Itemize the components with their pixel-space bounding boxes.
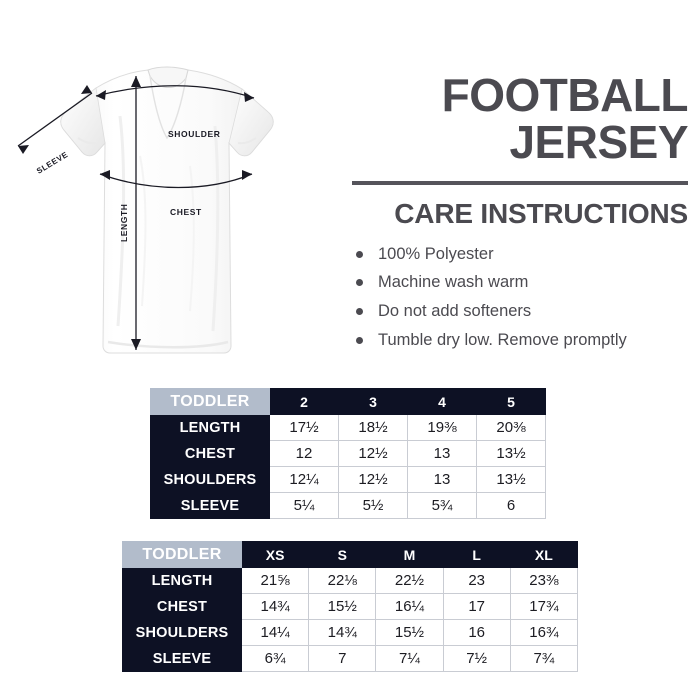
table-cell: 7¼	[375, 645, 444, 672]
table-corner-label: TODDLER	[122, 541, 242, 568]
column-header: XL	[509, 541, 579, 568]
care-instructions-list: 100% Polyester Machine wash warm Do not …	[352, 244, 688, 351]
column-header: S	[308, 541, 377, 568]
table-header-row: TODDLER XS S M L XL	[122, 541, 579, 568]
list-item: Do not add softeners	[352, 301, 688, 322]
table-cell: 22⅛	[308, 567, 377, 594]
table-row: SHOULDERS 14¼ 14¾ 15½ 16 16¾	[122, 619, 579, 646]
column-header: 4	[407, 388, 477, 415]
table-cell: 12¼	[269, 466, 339, 493]
table-cell: 13½	[476, 466, 546, 493]
length-measurement-label: LENGTH	[119, 203, 129, 242]
table-cell: 14¼	[240, 619, 310, 646]
row-header: LENGTH	[122, 567, 242, 594]
care-instructions-heading: CARE INSTRUCTIONS	[394, 197, 688, 229]
bullet-icon	[356, 279, 363, 287]
table-row: CHEST 12 12½ 13 13½	[150, 440, 546, 467]
table-row: SLEEVE 5¼ 5½ 5¾ 6	[150, 492, 546, 519]
size-chart-youth: TODDLER XS S M L XL LENGTH 21⅝ 22⅛ 22½ 2…	[122, 541, 579, 672]
bullet-icon	[356, 336, 363, 344]
table-cell: 5¾	[407, 492, 477, 519]
table-cell: 23	[442, 567, 511, 594]
row-header: LENGTH	[150, 414, 270, 441]
list-item: Tumble dry low. Remove promptly	[352, 330, 688, 351]
table-cell: 12	[269, 440, 339, 467]
table-row: SLEEVE 6¾ 7 7¼ 7½ 7¾	[122, 645, 579, 672]
table-cell: 17½	[269, 414, 339, 441]
table-cell: 7¾	[509, 645, 579, 672]
table-cell: 6¾	[240, 645, 310, 672]
table-cell: 17¾	[509, 593, 579, 620]
table-cell: 14¾	[240, 593, 310, 620]
table-cell: 5½	[338, 492, 408, 519]
table-cell: 16¾	[509, 619, 579, 646]
table-cell: 16	[442, 619, 511, 646]
bullet-icon	[356, 308, 363, 315]
table-corner-label: TODDLER	[150, 388, 270, 415]
table-cell: 13	[407, 440, 477, 467]
table-cell: 15½	[375, 619, 444, 646]
column-header: XS	[240, 541, 310, 568]
row-header: CHEST	[150, 440, 270, 467]
list-item: 100% Polyester	[352, 244, 688, 265]
table-cell: 18½	[338, 414, 408, 441]
column-header: 2	[269, 388, 339, 415]
shoulder-measurement-label: SHOULDER	[168, 129, 221, 139]
jersey-body-shape	[60, 66, 274, 354]
product-info-panel: FOOTBALL JERSEY CARE INSTRUCTIONS 100% P…	[352, 69, 689, 358]
row-header: CHEST	[122, 593, 242, 620]
row-header: SHOULDERS	[150, 466, 270, 493]
title-line-two: JERSEY	[509, 116, 688, 169]
column-header: 5	[476, 388, 546, 415]
column-header: 3	[338, 388, 408, 415]
table-cell: 13½	[476, 440, 546, 467]
row-header: SLEEVE	[150, 492, 270, 519]
jersey-diagram: SHOULDER CHEST LENGTH SLEEVE	[0, 46, 340, 376]
bullet-icon	[356, 250, 363, 258]
table-cell: 23⅜	[509, 567, 579, 594]
table-cell: 7½	[442, 645, 511, 672]
jersey-illustration	[17, 66, 274, 354]
title-line-one: FOOTBALL	[441, 69, 689, 121]
table-cell: 12½	[338, 466, 408, 493]
table-row: LENGTH 17½ 18½ 19⅜ 20⅜	[150, 414, 546, 441]
size-chart-toddler: TODDLER 2 3 4 5 LENGTH 17½ 18½ 19⅜ 20⅜ C…	[150, 388, 546, 519]
care-item-label: 100% Polyester	[378, 244, 494, 263]
care-item-label: Machine wash warm	[378, 273, 529, 292]
table-cell: 22½	[375, 567, 444, 594]
column-header: L	[442, 541, 511, 568]
table-row: CHEST 14¾ 15½ 16¼ 17 17¾	[122, 593, 579, 620]
table-row: SHOULDERS 12¼ 12½ 13 13½	[150, 466, 546, 493]
column-header: M	[375, 541, 444, 568]
table-row: LENGTH 21⅝ 22⅛ 22½ 23 23⅜	[122, 567, 579, 594]
table-header-row: TODDLER 2 3 4 5	[150, 388, 546, 415]
table-cell: 6	[476, 492, 546, 519]
table-cell: 15½	[308, 593, 377, 620]
title-divider	[352, 180, 688, 185]
table-cell: 7	[308, 645, 377, 672]
care-item-label: Do not add softeners	[378, 302, 532, 320]
table-cell: 14¾	[308, 619, 377, 646]
table-cell: 21⅝	[240, 567, 310, 594]
list-item: Machine wash warm	[352, 272, 688, 293]
table-cell: 17	[442, 593, 511, 620]
table-cell: 19⅜	[407, 414, 477, 441]
measurement-arrows	[17, 76, 255, 350]
table-cell: 12½	[338, 440, 408, 467]
table-cell: 16¼	[375, 593, 444, 620]
page-title: FOOTBALL JERSEY	[352, 69, 689, 169]
table-cell: 20⅜	[476, 414, 546, 441]
row-header: SHOULDERS	[122, 619, 242, 646]
table-cell: 13	[407, 466, 477, 493]
chest-measurement-label: CHEST	[170, 207, 202, 217]
row-header: SLEEVE	[122, 645, 242, 672]
table-cell: 5¼	[269, 492, 339, 519]
care-item-label: Tumble dry low. Remove promptly	[378, 330, 627, 349]
